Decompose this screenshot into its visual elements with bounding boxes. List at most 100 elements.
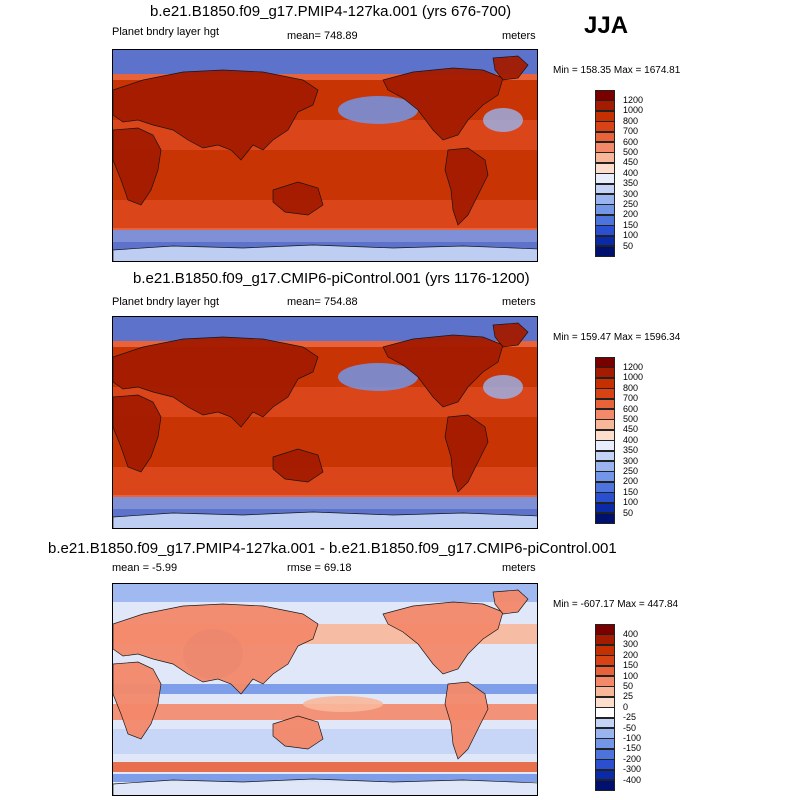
colorbar-tick-label: 100 xyxy=(623,497,639,508)
colorbar-tick-label: 400 xyxy=(623,434,639,445)
colorbar-swatch xyxy=(595,419,615,431)
colorbar-swatch xyxy=(595,624,615,635)
panel-3-map-field xyxy=(113,584,537,795)
colorbar-swatch xyxy=(595,214,615,226)
colorbar-swatch xyxy=(595,481,615,493)
colorbar-tick-label: 400 xyxy=(623,628,639,639)
colorbar-tick-label: 400 xyxy=(623,167,639,178)
colorbar-swatch xyxy=(595,235,615,247)
colorbar-tick-label: 450 xyxy=(623,157,639,168)
colorbar-swatch xyxy=(595,707,615,719)
colorbar-tick-label: -150 xyxy=(623,743,642,754)
colorbar-tick-label: 700 xyxy=(623,393,639,404)
colorbar-swatch xyxy=(595,90,615,101)
colorbar-tick-label: 600 xyxy=(623,136,639,147)
colorbar-tick-label: 0 xyxy=(623,701,629,712)
colorbar-swatch xyxy=(595,225,615,237)
colorbar-swatch xyxy=(595,676,615,687)
colorbar-swatch xyxy=(595,100,615,112)
panel-1-title: b.e21.B1850.f09_g17.PMIP4-127ka.001 (yrs… xyxy=(150,3,512,20)
colorbar-swatch xyxy=(595,246,615,257)
colorbar-swatch xyxy=(595,440,615,452)
panel-3-units-label: meters xyxy=(502,562,536,574)
colorbar-tick-label: 600 xyxy=(623,403,639,414)
colorbar-swatch xyxy=(595,492,615,504)
colorbar-swatch xyxy=(595,121,615,133)
panel-2-minmax-label: Min = 159.47 Max = 1596.34 xyxy=(553,332,681,343)
panel-3-rmse-label: rmse = 69.18 xyxy=(287,562,352,574)
colorbar-tick-label: 250 xyxy=(623,465,639,476)
colorbar-swatch xyxy=(595,634,615,646)
colorbar-swatch xyxy=(595,780,615,791)
colorbar-swatch xyxy=(595,717,615,729)
colorbar-tick-label: 50 xyxy=(623,507,634,518)
colorbar-tick-label: 800 xyxy=(623,382,639,393)
colorbar-tick-label: 300 xyxy=(623,639,639,650)
panel-1-map-field xyxy=(113,50,537,261)
panel-1-mean-label: mean= 748.89 xyxy=(287,30,358,42)
colorbar-tick-label: 500 xyxy=(623,146,639,157)
colorbar-tick-label: 250 xyxy=(623,198,639,209)
colorbar-swatch xyxy=(595,152,615,164)
colorbar-tick-label: 1200 xyxy=(623,94,644,105)
panel-2-title: b.e21.B1850.f09_g17.CMIP6-piControl.001 … xyxy=(133,270,530,287)
colorbar-tick-label: 350 xyxy=(623,445,639,456)
colorbar-swatch xyxy=(595,769,615,781)
colorbar-tick-label: 300 xyxy=(623,188,639,199)
panel-2-units-label: meters xyxy=(502,296,536,308)
panel-1-units-label: meters xyxy=(502,30,536,42)
colorbar-tick-label: 1000 xyxy=(623,372,644,383)
colorbar-tick-label: -50 xyxy=(623,722,637,733)
colorbar-swatch xyxy=(595,357,615,368)
panel-1-variable-label: Planet bndry layer hgt xyxy=(112,26,220,38)
colorbar-tick-label: 150 xyxy=(623,660,639,671)
colorbar-tick-label: 200 xyxy=(623,476,639,487)
colorbar-tick-label: 700 xyxy=(623,126,639,137)
panel-2-mean-label: mean= 754.88 xyxy=(287,296,358,308)
colorbar-tick-label: 800 xyxy=(623,115,639,126)
colorbar-tick-label: -200 xyxy=(623,753,642,764)
colorbar-tick-label: 450 xyxy=(623,424,639,435)
colorbar-swatch xyxy=(595,388,615,400)
colorbar-swatch xyxy=(595,398,615,410)
colorbar-swatch xyxy=(595,644,615,656)
panel-1-minmax-label: Min = 158.35 Max = 1674.81 xyxy=(553,65,681,76)
colorbar-swatch xyxy=(595,461,615,472)
colorbar-tick-label: 200 xyxy=(623,649,639,660)
colorbar-swatch xyxy=(595,204,615,216)
colorbar-tick-label: 150 xyxy=(623,219,639,230)
colorbar-swatch xyxy=(595,409,615,420)
colorbar-tick-label: 1000 xyxy=(623,105,644,116)
panel-2-variable-label: Planet bndry layer hgt xyxy=(112,296,220,308)
season-label: JJA xyxy=(584,12,629,39)
colorbar-tick-label: 350 xyxy=(623,178,639,189)
colorbar-tick-label: 300 xyxy=(623,455,639,466)
colorbar-swatch xyxy=(595,110,615,122)
colorbar-swatch xyxy=(595,665,615,677)
colorbar-swatch xyxy=(595,142,615,153)
colorbar-tick-label: 500 xyxy=(623,413,639,424)
colorbar-tick-label: 100 xyxy=(623,670,639,681)
colorbar-tick-label: -100 xyxy=(623,732,642,743)
colorbar-swatch xyxy=(595,696,615,708)
colorbar-swatch xyxy=(595,655,615,667)
colorbar-swatch xyxy=(595,728,615,739)
colorbar-swatch xyxy=(595,738,615,750)
colorbar-tick-label: 1200 xyxy=(623,361,644,372)
colorbar-swatch xyxy=(595,450,615,462)
panel-2-map-field xyxy=(113,317,537,528)
colorbar-swatch xyxy=(595,131,615,143)
colorbar-swatch xyxy=(595,513,615,524)
colorbar-tick-label: 200 xyxy=(623,209,639,220)
colorbar-tick-label: 150 xyxy=(623,486,639,497)
colorbar-tick-label: 100 xyxy=(623,230,639,241)
colorbar-swatch xyxy=(595,686,615,698)
colorbar-tick-label: -300 xyxy=(623,764,642,775)
panel-2-map xyxy=(112,316,538,529)
panel-3-map xyxy=(112,583,538,796)
colorbar-tick-label: 50 xyxy=(623,240,634,251)
colorbar-swatch xyxy=(595,502,615,514)
panel-3-mean-label: mean = -5.99 xyxy=(112,562,178,574)
colorbar-swatch xyxy=(595,471,615,483)
colorbar-swatch xyxy=(595,748,615,760)
